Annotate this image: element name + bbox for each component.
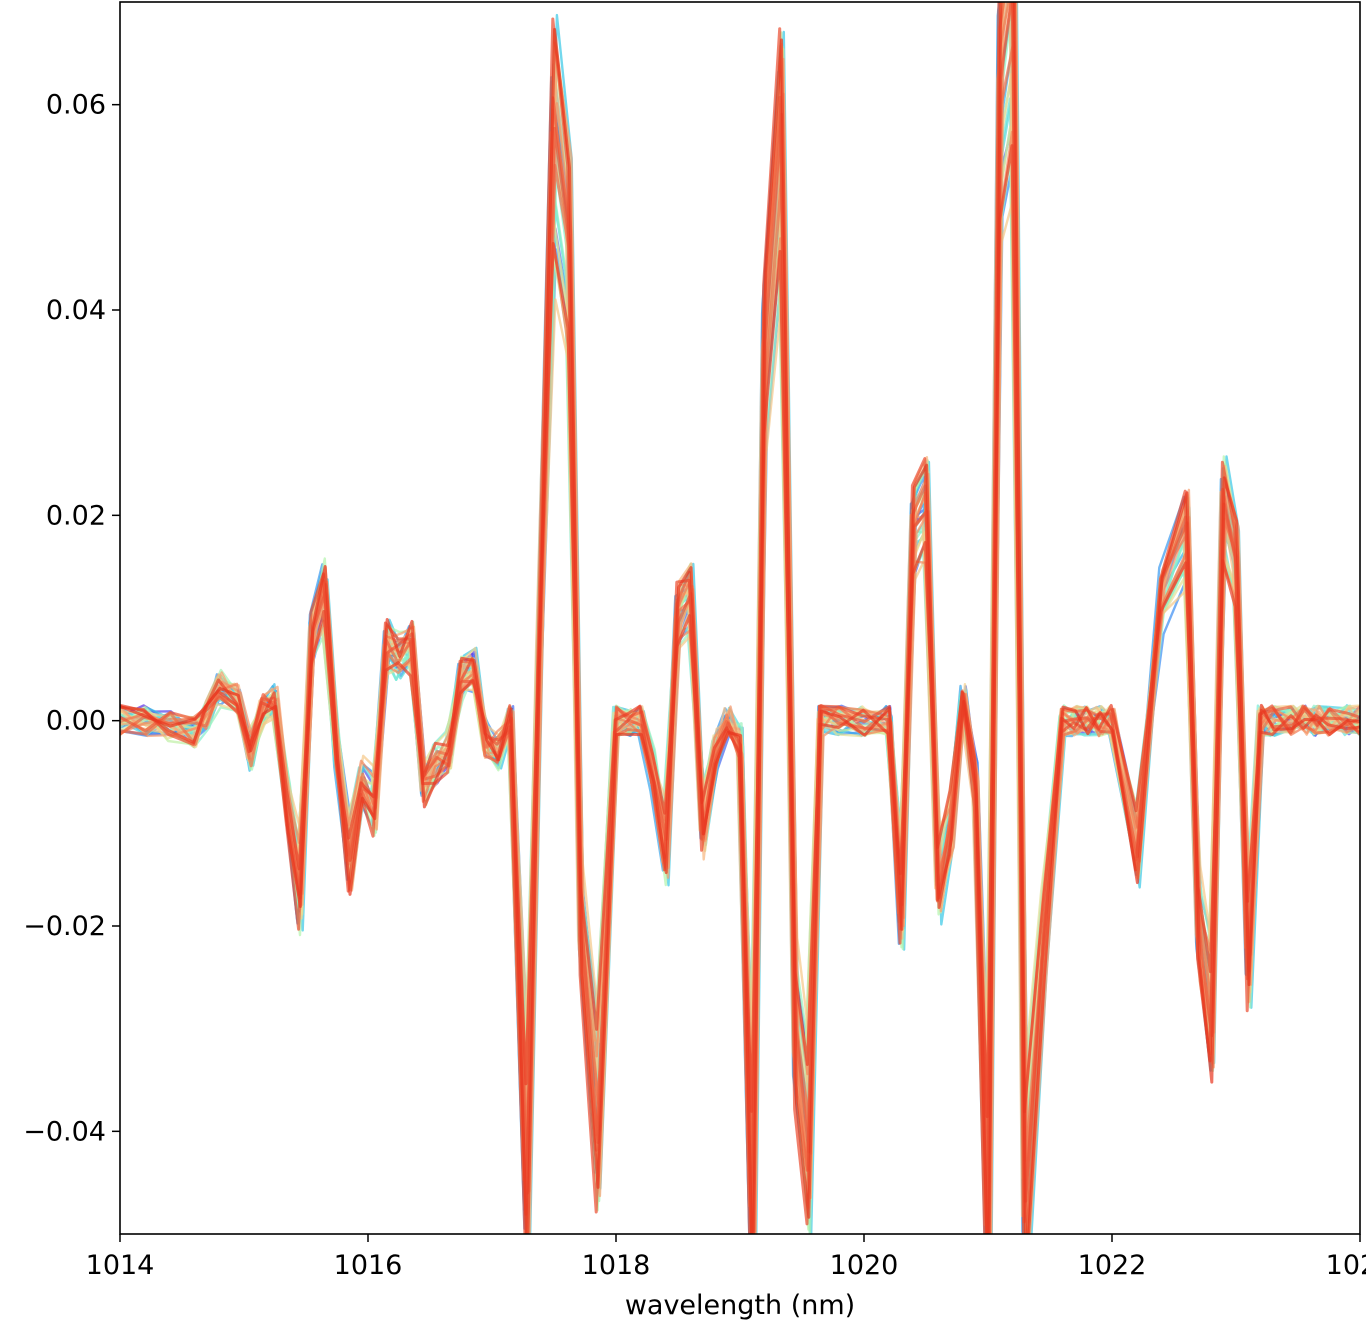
spectrum-line <box>120 2 1360 1234</box>
spectrum-line <box>120 2 1360 1234</box>
y-tick-label: 0.04 <box>46 295 106 326</box>
y-tick-label: 0.00 <box>46 706 106 737</box>
series-layer <box>120 2 1360 1234</box>
spectrum-line <box>120 2 1360 1234</box>
spectrum-line <box>120 2 1360 1234</box>
spectrum-line <box>120 2 1360 1234</box>
x-tick-label: 1024 <box>1326 1250 1366 1281</box>
x-tick-label: 1016 <box>334 1250 403 1281</box>
spectrum-line <box>120 2 1360 1234</box>
x-tick-label: 1018 <box>582 1250 651 1281</box>
spectrum-line <box>120 2 1360 1234</box>
x-tick-label: 1022 <box>1078 1250 1147 1281</box>
spectrum-line <box>120 2 1360 1226</box>
y-tick-label: 0.02 <box>46 500 106 531</box>
x-axis: 1014 1016 1018 1020 1022 1024 <box>86 1234 1366 1281</box>
x-axis-label: wavelength (nm) <box>625 1290 855 1321</box>
spectrum-line <box>120 73 1360 1162</box>
y-tick-label: 0.06 <box>46 90 106 121</box>
spectrum-line <box>120 2 1360 1234</box>
spectrum-line <box>120 2 1360 1234</box>
spectrum-line <box>120 2 1360 1234</box>
spectrum-line <box>120 144 1360 1119</box>
y-axis: −0.04 −0.02 0.00 0.02 0.04 0.06 <box>23 90 120 1147</box>
spectrum-line <box>120 2 1360 1234</box>
spectrum-line <box>120 2 1360 1234</box>
spectrum-line <box>120 2 1360 1234</box>
spectrum-line <box>120 125 1360 1136</box>
spectrum-line <box>120 127 1360 1123</box>
spectrum-line <box>120 130 1360 1135</box>
spectrum-line <box>120 2 1360 1234</box>
spectrum-line <box>120 128 1360 1129</box>
spectrum-line <box>120 34 1360 1220</box>
spectrum-line <box>120 2 1360 1234</box>
spectrum-line <box>120 2 1360 1234</box>
y-tick-label: −0.04 <box>23 1116 106 1147</box>
spectrum-line <box>120 2 1360 1234</box>
spectrum-line <box>120 40 1360 1185</box>
spectrum-line <box>120 80 1360 1162</box>
spectrum-line <box>120 193 1360 1094</box>
spectrum-line <box>120 152 1360 1120</box>
x-tick-label: 1014 <box>86 1250 155 1281</box>
spectrum-line <box>120 2 1360 1234</box>
spectrum-line <box>120 2 1360 1234</box>
x-tick-label: 1020 <box>830 1250 899 1281</box>
plot-frame <box>119 1 1361 1235</box>
spectrum-line <box>120 2 1360 1234</box>
spectrum-line <box>120 2 1360 1234</box>
spectrum-line <box>120 116 1360 1145</box>
spectrum-line <box>120 2 1360 1234</box>
spectrum-line <box>120 97 1360 1176</box>
spectrum-line <box>120 2 1360 1234</box>
spectrum-line <box>120 2 1360 1234</box>
spectrum-line <box>120 55 1360 1179</box>
y-tick-label: −0.02 <box>23 911 106 942</box>
